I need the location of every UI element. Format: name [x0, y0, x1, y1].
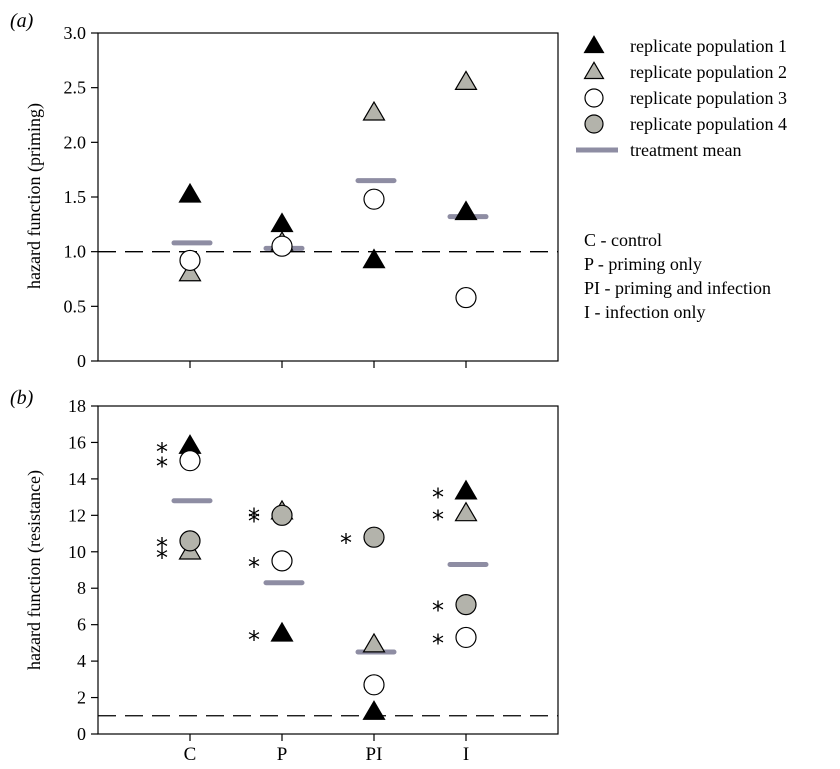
y-tick-label: 0	[77, 724, 86, 744]
y-tick-label: 14	[68, 469, 86, 489]
point-replicate-population-3-C	[179, 249, 201, 272]
category-label-I: I	[463, 744, 469, 765]
key-entry: C - control	[584, 230, 662, 250]
point-replicate-population-4-I	[455, 594, 477, 616]
point-replicate-population-4-PI	[363, 526, 385, 548]
key-entry: I - infection only	[584, 302, 705, 322]
point-replicate-population-2-I	[454, 70, 478, 91]
y-tick-label: 6	[77, 615, 86, 635]
panel-b-significance-stars: *************	[156, 438, 444, 657]
significance-star: *	[156, 544, 168, 572]
point-replicate-population-1-PI	[362, 248, 386, 269]
point-replicate-population-3-I	[455, 286, 477, 309]
legend-label: replicate population 4	[630, 114, 787, 134]
category-labels: C P PI I	[184, 744, 470, 765]
y-tick-label: 18	[68, 396, 86, 416]
point-replicate-population-1-C	[178, 182, 202, 203]
point-replicate-population-2-I	[454, 501, 478, 522]
point-replicate-population-4-C	[179, 530, 201, 552]
panel-b-y-ticks: 0 2 4 6 8 10 12 14 16 18	[68, 396, 98, 744]
y-tick-label: 0.5	[64, 296, 87, 316]
y-tick-label: 16	[68, 432, 86, 452]
y-tick-label: 2.0	[64, 132, 87, 152]
y-tick-label: 10	[68, 542, 86, 562]
y-tick-label: 1.5	[64, 187, 87, 207]
panel-a-marks	[171, 70, 489, 309]
y-tick-label: 2.5	[64, 78, 87, 98]
y-tick-label: 0	[77, 351, 86, 371]
point-replicate-population-1-PI	[362, 700, 386, 720]
panel-b-plot-frame	[97, 405, 559, 735]
panel-a: (a) hazard function (priming) 0 0.5 1.0 1.5…	[10, 10, 559, 371]
panel-a-y-axis-title: hazard function (priming)	[24, 103, 45, 289]
point-replicate-population-1-P	[270, 212, 294, 233]
significance-star: *	[156, 438, 168, 466]
y-tick-label: 2	[77, 688, 86, 708]
panel-a-x-ticks	[189, 361, 467, 368]
category-label-P: P	[277, 744, 288, 765]
panel-a-label: (a)	[10, 10, 34, 32]
significance-star: *	[248, 504, 260, 532]
point-replicate-population-3-PI	[363, 188, 385, 210]
point-replicate-population-3-P	[271, 235, 293, 257]
panel-b-y-axis-title: hazard function (resistance)	[24, 470, 45, 670]
y-tick-label: 12	[68, 505, 86, 525]
legend-marker-4	[584, 114, 604, 134]
legend: replicate population 1 replicate populati…	[576, 35, 787, 160]
significance-star: *	[432, 484, 444, 512]
y-tick-label: 1.0	[64, 242, 87, 262]
significance-star: *	[432, 506, 444, 534]
point-replicate-population-4-P	[271, 504, 293, 526]
legend-label: treatment mean	[630, 140, 741, 160]
category-label-C: C	[184, 744, 197, 765]
legend-marker-2	[583, 61, 605, 80]
point-replicate-population-2-PI	[362, 100, 386, 121]
point-replicate-population-2-C	[178, 261, 202, 282]
significance-star: *	[432, 629, 444, 657]
point-replicate-population-1-I	[454, 200, 478, 221]
legend-label: replicate population 2	[630, 62, 787, 82]
legend-label: replicate population 3	[630, 88, 787, 108]
significance-star: *	[156, 453, 168, 481]
legend-marker-1	[583, 35, 605, 54]
panel-a-y-ticks: 0 0.5 1.0 1.5 2.0 2.5 3.0	[64, 23, 98, 371]
key-entry: PI - priming and infection	[584, 278, 771, 298]
significance-star: *	[432, 597, 444, 625]
panel-b-marks	[171, 434, 489, 720]
point-replicate-population-1-P	[270, 621, 294, 642]
legend-label: replicate population 1	[630, 36, 787, 56]
point-replicate-population-3-C	[179, 450, 201, 472]
panel-b: (b) hazard function (resistance) 0 2 4 6 8 10…	[10, 387, 559, 744]
significance-star: *	[248, 553, 260, 581]
panel-b-label: (b)	[10, 387, 34, 409]
significance-star: *	[156, 533, 168, 561]
key-entry: P - priming only	[584, 254, 702, 274]
significance-star: *	[248, 507, 260, 535]
point-replicate-population-1-I	[454, 479, 478, 500]
legend-marker-3	[584, 88, 604, 108]
y-tick-label: 3.0	[64, 23, 87, 43]
significance-star: *	[340, 529, 352, 557]
point-replicate-population-3-I	[455, 626, 477, 649]
panel-b-x-ticks	[189, 734, 467, 741]
significance-star: *	[248, 626, 260, 654]
panel-a-plot-frame	[97, 32, 559, 362]
point-replicate-population-2-PI	[362, 632, 386, 653]
y-tick-label: 4	[77, 651, 86, 671]
category-label-PI: PI	[366, 744, 383, 765]
y-tick-label: 8	[77, 578, 86, 598]
point-replicate-population-3-PI	[363, 674, 385, 696]
point-replicate-population-3-P	[271, 550, 293, 572]
treatment-key: C - control P - priming only PI - priming …	[584, 230, 771, 322]
